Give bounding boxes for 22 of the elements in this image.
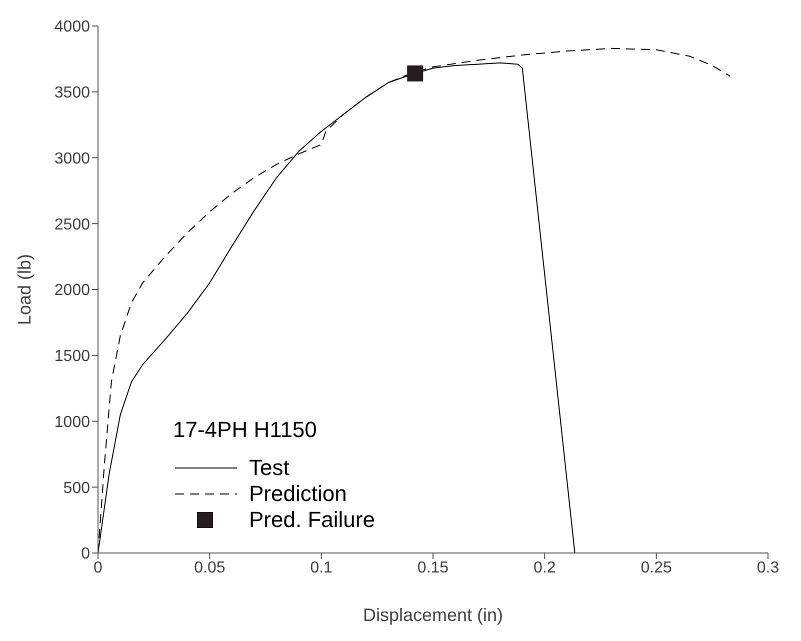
y-axis-title: Load (lb) (14, 254, 34, 326)
x-tick-label: 0.05 (194, 559, 226, 576)
legend-title: 17-4PH H1150 (173, 417, 318, 443)
y-tick-label: 1500 (54, 348, 90, 366)
y-tick-label: 2000 (54, 282, 90, 300)
x-tick-label: 0.1 (310, 559, 333, 576)
x-tick-label: 0.2 (534, 559, 556, 576)
y-tick-label: 4000 (54, 18, 90, 36)
legend-label: Test (249, 455, 290, 481)
x-axis-title: Displacement (in) (362, 605, 504, 625)
x-tick-label: 0.15 (417, 559, 449, 576)
y-tick-label: 500 (63, 480, 90, 497)
x-tick-label: 0.3 (756, 559, 780, 576)
y-tick-label: 1000 (54, 414, 90, 431)
y-tick-label: 3000 (54, 150, 90, 168)
y-tick-label: 0 (81, 546, 90, 563)
y-tick-label: 3500 (54, 84, 90, 102)
legend-label: Pred. Failure (249, 507, 375, 533)
y-tick-label: 2500 (54, 216, 90, 234)
x-tick-label: 0 (94, 559, 103, 576)
x-tick-label: 0.25 (640, 559, 672, 576)
legend-label: Prediction (249, 481, 347, 507)
